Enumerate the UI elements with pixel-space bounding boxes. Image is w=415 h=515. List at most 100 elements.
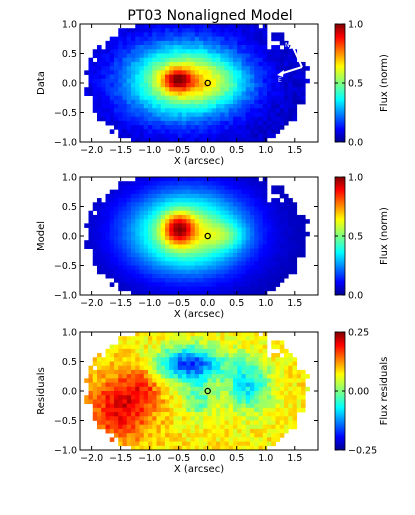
heatmap-cell bbox=[182, 424, 187, 430]
heatmap-cell bbox=[211, 261, 217, 266]
heatmap-cell bbox=[169, 236, 174, 241]
heatmap-cell bbox=[237, 290, 242, 296]
heatmap-cell bbox=[194, 391, 200, 396]
heatmap-cell bbox=[254, 236, 259, 241]
heatmap-cell bbox=[254, 198, 259, 203]
heatmap-cell bbox=[207, 365, 213, 371]
heatmap-cell bbox=[245, 382, 251, 388]
heatmap-cell bbox=[109, 198, 115, 203]
heatmap-cell bbox=[109, 219, 115, 224]
heatmap-cell bbox=[199, 193, 204, 199]
heatmap-cell bbox=[279, 269, 285, 275]
heatmap-cell bbox=[186, 129, 191, 134]
heatmap-cell bbox=[241, 120, 247, 126]
heatmap-cell bbox=[237, 137, 242, 143]
heatmap-cell bbox=[288, 223, 293, 228]
heatmap-cell bbox=[250, 382, 255, 388]
heatmap-cell bbox=[105, 403, 111, 409]
heatmap-cell bbox=[177, 87, 183, 92]
heatmap-cell bbox=[97, 112, 102, 118]
heatmap-cell bbox=[165, 219, 170, 224]
heatmap-cell bbox=[262, 395, 268, 400]
heatmap-cell bbox=[288, 53, 293, 59]
heatmap-cell bbox=[245, 219, 251, 224]
heatmap-cell bbox=[233, 348, 238, 354]
heatmap-cell bbox=[101, 78, 106, 84]
heatmap-cell bbox=[122, 412, 128, 417]
heatmap-cell bbox=[109, 189, 115, 195]
heatmap-cell bbox=[254, 129, 259, 134]
heatmap-cell bbox=[139, 348, 145, 354]
heatmap-cell bbox=[118, 202, 123, 207]
heatmap-cell bbox=[211, 428, 217, 434]
heatmap-cell bbox=[114, 57, 119, 63]
heatmap-cell bbox=[199, 45, 204, 50]
heatmap-cell bbox=[143, 282, 149, 287]
heatmap-cell bbox=[258, 137, 264, 143]
heatmap-cell bbox=[143, 104, 149, 109]
heatmap-cell bbox=[139, 236, 145, 241]
heatmap-cell bbox=[207, 278, 213, 283]
heatmap-cell bbox=[186, 24, 191, 29]
heatmap-cell bbox=[122, 374, 128, 379]
heatmap-cell bbox=[284, 49, 289, 54]
heatmap-cell bbox=[190, 248, 196, 254]
heatmap-cell bbox=[135, 361, 140, 367]
heatmap-cell bbox=[241, 125, 247, 130]
heatmap-cell bbox=[143, 66, 149, 71]
heatmap-cell bbox=[254, 87, 259, 92]
heatmap-cell bbox=[101, 269, 106, 275]
heatmap-cell bbox=[186, 248, 191, 254]
heatmap-cell bbox=[224, 269, 230, 275]
heatmap-cell bbox=[182, 286, 187, 292]
heatmap-cell bbox=[148, 403, 153, 409]
heatmap-cell bbox=[296, 407, 302, 413]
heatmap-cell bbox=[237, 40, 242, 46]
heatmap-cell bbox=[105, 83, 111, 88]
heatmap-cell bbox=[105, 244, 111, 249]
heatmap-cell bbox=[288, 257, 293, 262]
heatmap-cell bbox=[301, 369, 306, 375]
heatmap-cell bbox=[254, 340, 259, 345]
heatmap-cell bbox=[148, 53, 153, 59]
heatmap-cell bbox=[194, 91, 200, 96]
heatmap-cell bbox=[224, 32, 230, 37]
heatmap-cell bbox=[114, 40, 119, 46]
heatmap-cell bbox=[199, 361, 204, 367]
heatmap-cell bbox=[114, 348, 119, 354]
heatmap-cell bbox=[131, 257, 136, 262]
heatmap-cell bbox=[228, 407, 234, 413]
heatmap-cell bbox=[135, 357, 140, 362]
heatmap-cell bbox=[160, 223, 166, 228]
heatmap-cell bbox=[237, 112, 242, 118]
heatmap-cell bbox=[203, 129, 208, 134]
heatmap-cell bbox=[186, 219, 191, 224]
heatmap-cell bbox=[194, 104, 200, 109]
heatmap-cell bbox=[160, 282, 166, 287]
heatmap-cell bbox=[275, 189, 281, 195]
heatmap-cell bbox=[220, 108, 225, 113]
heatmap-cell bbox=[237, 108, 242, 113]
heatmap-cell bbox=[292, 240, 298, 245]
heatmap-cell bbox=[139, 99, 145, 105]
heatmap-cell bbox=[131, 108, 136, 113]
heatmap-cell bbox=[114, 78, 119, 84]
heatmap-cell bbox=[177, 57, 183, 63]
heatmap-cell bbox=[84, 223, 89, 228]
heatmap-cell bbox=[118, 240, 123, 245]
heatmap-cell bbox=[233, 428, 238, 434]
heatmap-cell bbox=[143, 445, 149, 451]
heatmap-cell bbox=[233, 24, 238, 29]
heatmap-cell bbox=[156, 177, 162, 182]
heatmap-cell bbox=[250, 282, 255, 287]
heatmap-cell bbox=[190, 36, 196, 42]
heatmap-cell bbox=[199, 378, 204, 383]
heatmap-cell bbox=[182, 395, 187, 400]
heatmap-cell bbox=[131, 348, 136, 354]
heatmap-cell bbox=[122, 210, 128, 216]
heatmap-cell bbox=[262, 399, 268, 404]
heatmap-cell bbox=[262, 104, 268, 109]
heatmap-cell bbox=[135, 32, 140, 37]
heatmap-cell bbox=[271, 116, 276, 122]
heatmap-cell bbox=[190, 273, 196, 279]
